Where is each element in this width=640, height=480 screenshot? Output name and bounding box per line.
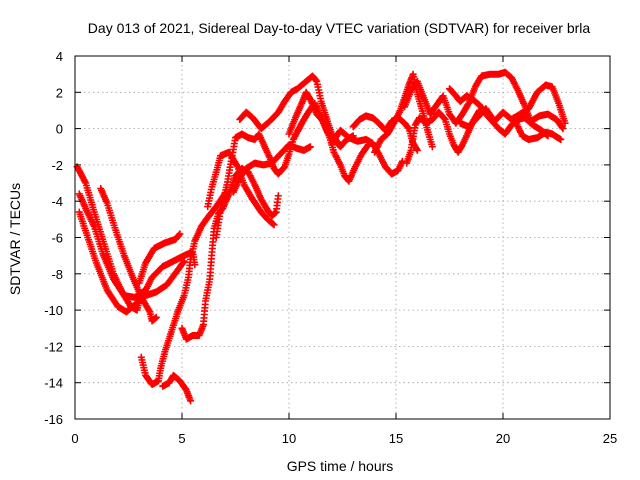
plus-markers: [229, 141, 314, 196]
x-tick-label: 10: [282, 431, 296, 446]
series-track-11: [229, 141, 314, 196]
data-points: [73, 68, 569, 405]
x-tick-label: 20: [496, 431, 510, 446]
x-axis-label: GPS time / hours: [287, 458, 394, 474]
series-track-4: [97, 185, 160, 325]
plus-markers: [135, 230, 184, 287]
plus-markers: [97, 185, 160, 325]
chart-title: Day 013 of 2021, Sidereal Day-to-day VTE…: [88, 20, 591, 36]
plus-markers: [137, 190, 229, 388]
y-axis-label: SDTVAR / TECUs: [7, 183, 23, 295]
x-tick-label: 15: [389, 431, 403, 446]
plus-markers: [328, 126, 406, 178]
series-track-2: [75, 208, 188, 316]
series-track-20: [456, 81, 569, 131]
y-tick-label: -6: [51, 231, 63, 246]
axis-ticks: [74, 55, 611, 420]
x-tick-label: 0: [71, 431, 78, 446]
y-tick-label: -2: [51, 158, 63, 173]
tick-labels: 0 5 10 15 20 25 -16 -14 -12 -10 -8 -6 -4 -2 0 2 4: [44, 49, 617, 446]
series-track-12: [236, 72, 342, 147]
y-tick-label: 0: [56, 122, 63, 137]
series-track-3: [75, 190, 199, 301]
y-tick-label: 2: [56, 85, 63, 100]
plus-markers: [510, 114, 565, 143]
plus-markers: [456, 81, 569, 131]
series-track-14: [328, 126, 406, 178]
y-tick-label: -16: [44, 412, 63, 427]
plus-markers: [159, 371, 195, 405]
x-tick-label: 25: [603, 431, 617, 446]
y-tick-label: -10: [44, 303, 63, 318]
plus-markers: [75, 190, 199, 301]
series-track-5: [135, 230, 184, 287]
series-track-7: [159, 371, 195, 405]
y-tick-label: -4: [51, 194, 63, 209]
plus-markers: [75, 208, 188, 316]
x-tick-label: 5: [178, 431, 185, 446]
y-tick-label: -12: [44, 339, 63, 354]
plus-markers: [236, 72, 342, 147]
y-tick-label: -8: [51, 267, 63, 282]
y-tick-label: 4: [56, 49, 63, 64]
y-tick-label: -14: [44, 376, 63, 391]
series-track-6: [137, 190, 229, 388]
series-track-21: [510, 114, 565, 143]
